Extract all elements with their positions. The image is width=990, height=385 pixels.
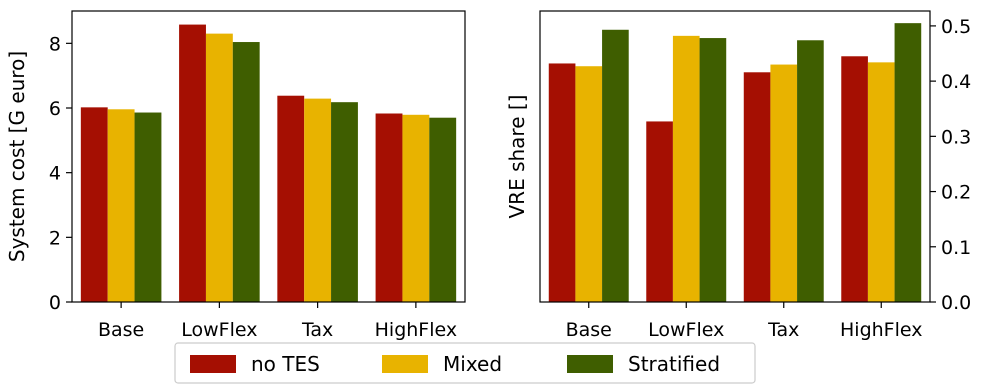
bar-1-stratified-lowflex <box>699 38 727 303</box>
legend-label-stratified: Stratified <box>628 352 720 376</box>
bar-1-mixed-tax <box>770 64 798 302</box>
y-tick-label-0-1: 2 <box>49 227 61 249</box>
x-tick-label-1-base: Base <box>566 319 612 341</box>
bar-0-no-tes-lowflex <box>179 24 206 303</box>
bar-1-no-tes-tax <box>743 72 771 302</box>
bar-0-mixed-lowflex <box>205 33 233 302</box>
bar-1-stratified-tax <box>797 40 824 303</box>
y-tick-label-1-1: 0.1 <box>941 237 971 259</box>
bar-0-stratified-base <box>134 112 162 302</box>
x-tick-label-0-lowflex: LowFlex <box>181 319 257 341</box>
legend-swatch-mixed <box>382 355 428 373</box>
y-tick-label-1-2: 0.2 <box>941 182 971 204</box>
bar-0-no-tes-tax <box>277 95 305 303</box>
bar-0-mixed-base <box>107 109 135 302</box>
y-tick-label-0-2: 4 <box>49 163 61 185</box>
plot-frame-1 <box>539 10 931 303</box>
bar-1-stratified-highflex <box>894 23 922 303</box>
bar-1-no-tes-highflex <box>841 56 868 302</box>
y-tick-label-1-0: 0.0 <box>941 292 971 314</box>
legend-label-mixed: Mixed <box>443 352 502 376</box>
legend-swatch-no-tes <box>190 355 236 373</box>
x-tick-label-1-tax: Tax <box>767 319 799 341</box>
bar-1-stratified-base <box>602 29 629 303</box>
plot-frame-0 <box>71 10 466 303</box>
bar-0-stratified-lowflex <box>232 42 260 302</box>
x-tick-label-0-tax: Tax <box>301 319 333 341</box>
bar-0-mixed-highflex <box>402 114 430 302</box>
bar-1-no-tes-lowflex <box>646 121 673 302</box>
y-tick-label-1-4: 0.4 <box>941 71 971 93</box>
y-axis-label-1: VRE share [] <box>505 95 529 219</box>
bar-0-stratified-highflex <box>429 117 457 302</box>
y-tick-label-1-5: 0.5 <box>941 16 971 38</box>
x-tick-label-0-highflex: HighFlex <box>375 319 457 341</box>
x-tick-label-1-lowflex: LowFlex <box>648 319 724 341</box>
legend-swatch-stratified <box>567 355 613 373</box>
y-tick-label-1-3: 0.3 <box>941 126 971 148</box>
bar-1-mixed-lowflex <box>672 35 700 302</box>
legend-label-no-tes: no TES <box>251 352 320 376</box>
y-tick-label-0-0: 0 <box>49 292 61 314</box>
bar-0-no-tes-base <box>80 107 108 302</box>
bar-1-no-tes-base <box>548 63 576 303</box>
bar-0-no-tes-highflex <box>375 113 403 302</box>
x-tick-label-0-base: Base <box>98 319 144 341</box>
bar-1-mixed-highflex <box>867 62 895 302</box>
bar-0-mixed-tax <box>304 98 332 303</box>
x-tick-label-1-highflex: HighFlex <box>840 319 922 341</box>
y-tick-label-0-4: 8 <box>49 33 61 55</box>
y-axis-label-0: System cost [G euro] <box>5 51 29 262</box>
y-tick-label-0-3: 6 <box>49 98 61 120</box>
bar-0-stratified-tax <box>331 102 358 303</box>
bar-1-mixed-base <box>575 66 603 302</box>
